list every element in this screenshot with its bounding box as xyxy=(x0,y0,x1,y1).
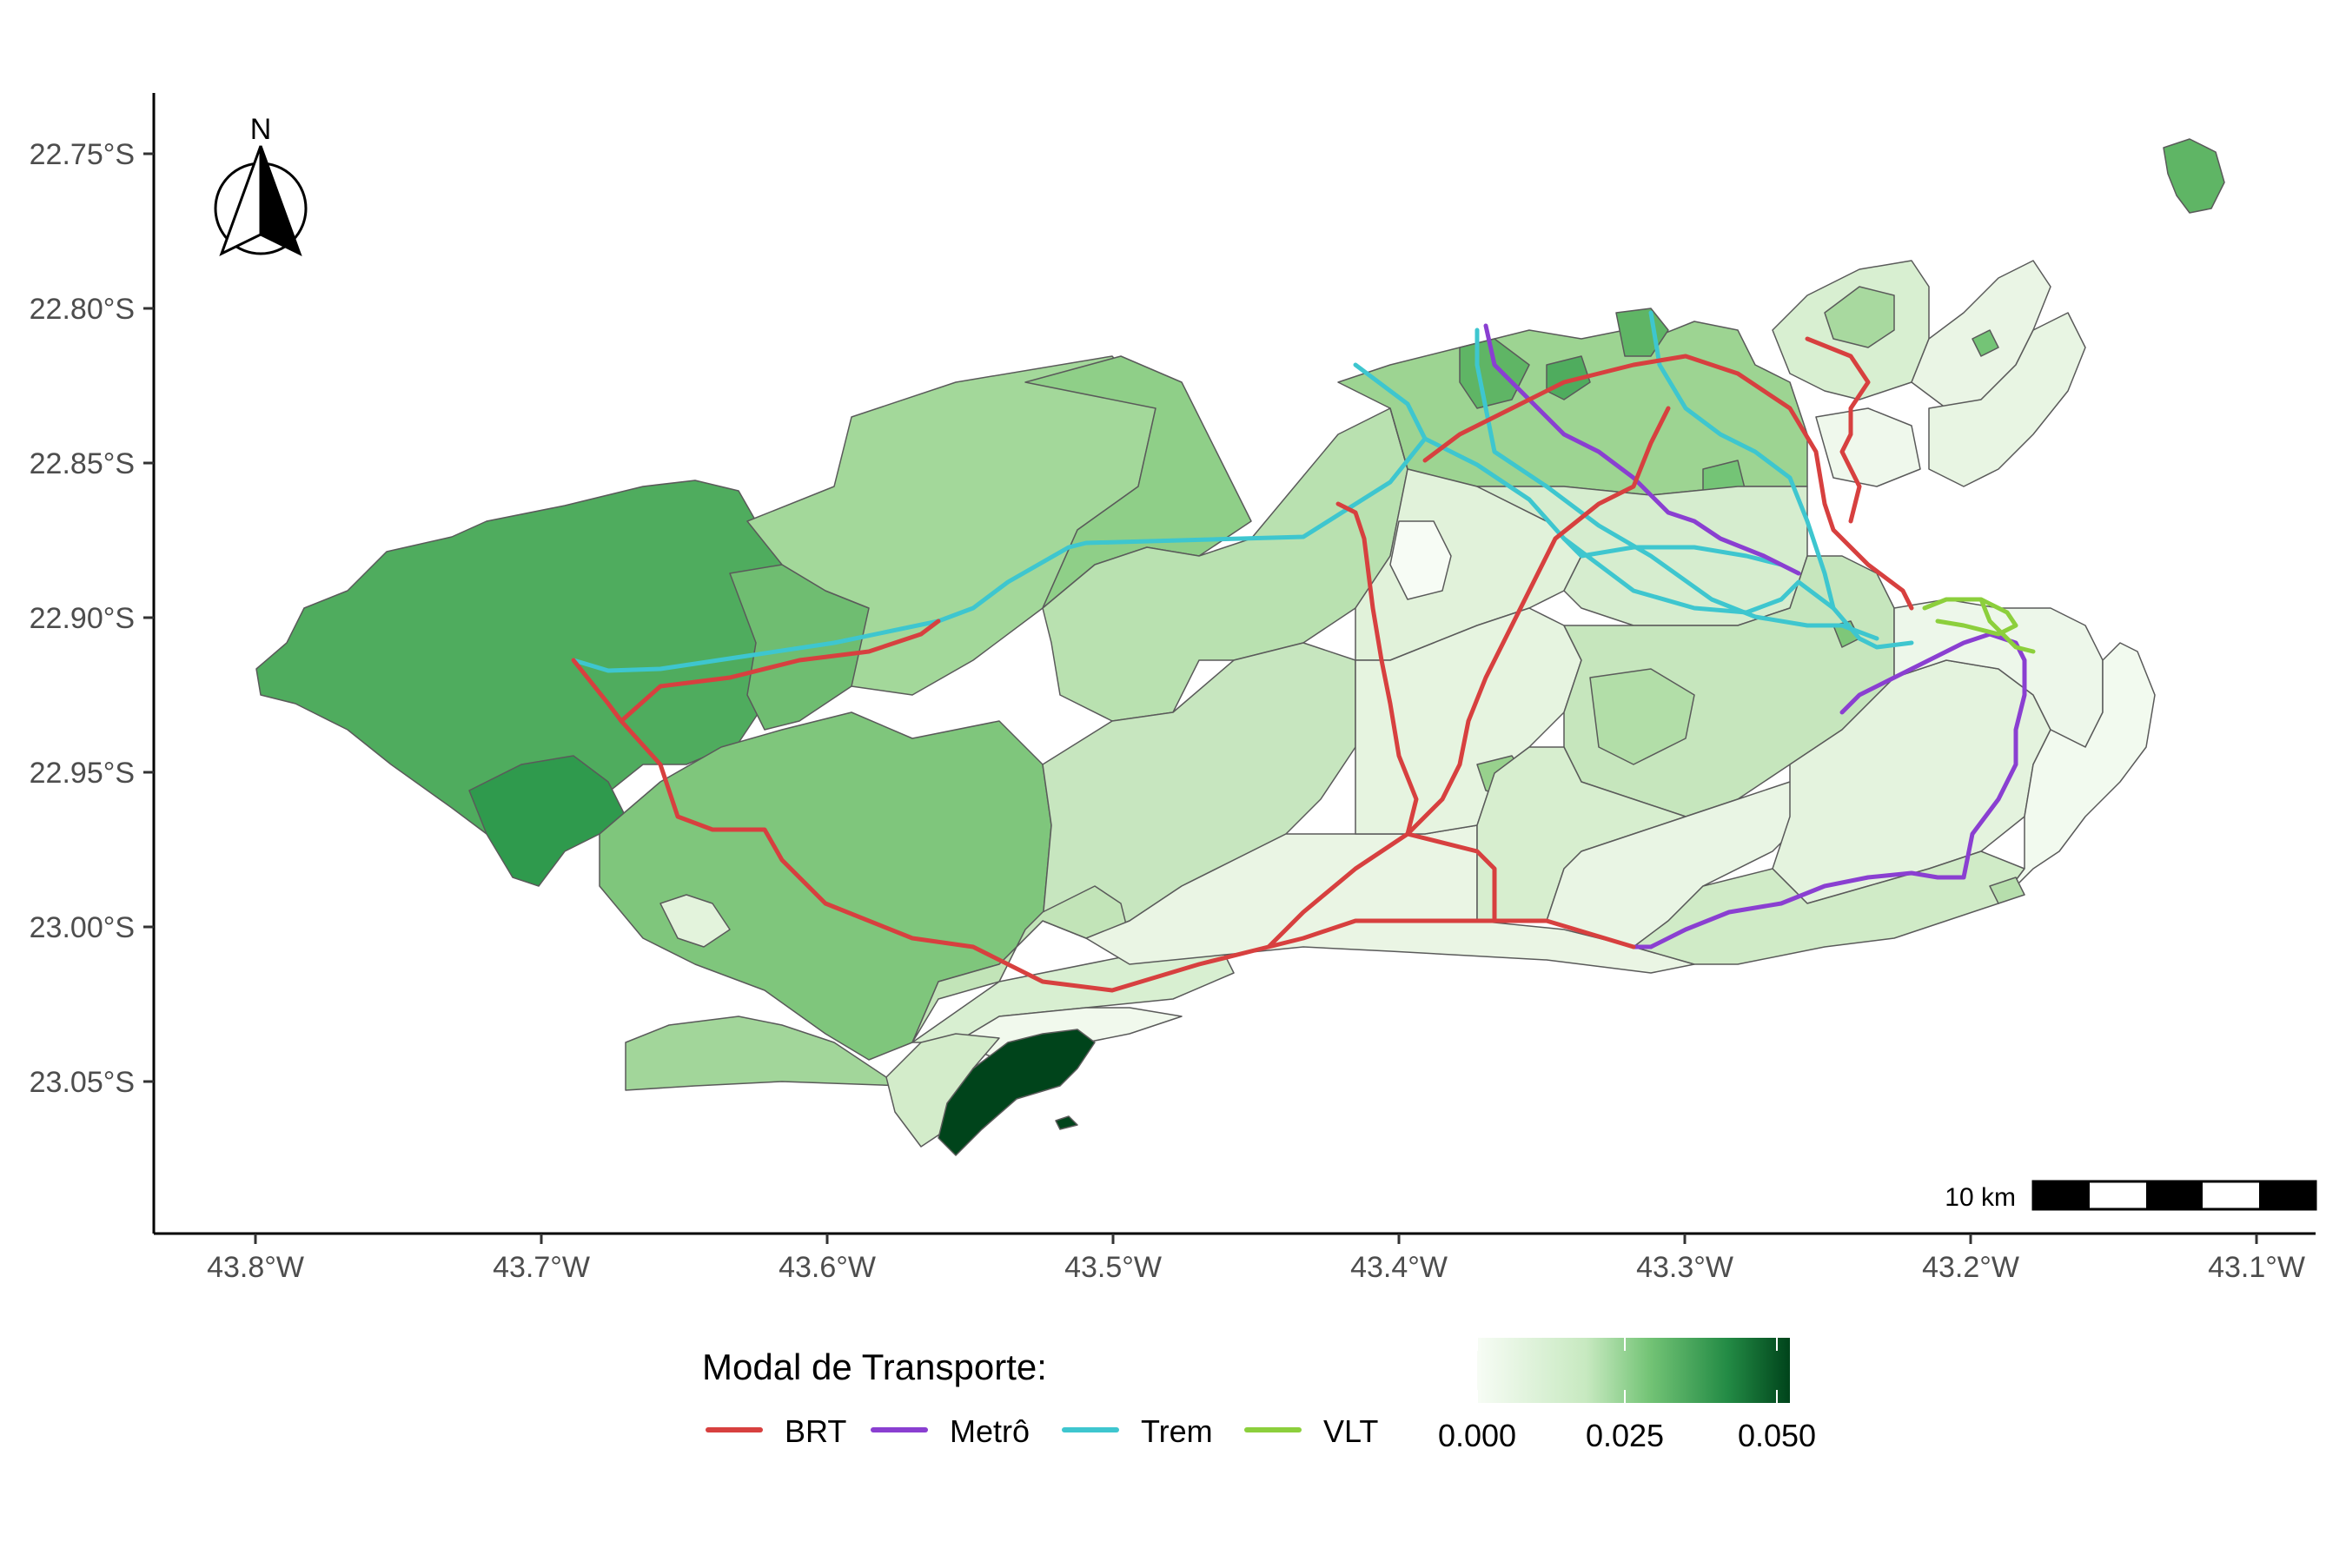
colorbar-fill xyxy=(1477,1338,1790,1403)
north-arrow: N xyxy=(214,113,308,256)
region-north-d xyxy=(1546,355,1591,400)
north-arrow-label: N xyxy=(250,113,272,146)
region-fundao xyxy=(1815,407,1921,487)
region-south-tijuca xyxy=(1633,850,2025,965)
legend-label: Trem xyxy=(1141,1413,1213,1449)
trem-line-north-4 xyxy=(1561,536,1784,567)
y-tick-label: 22.80°S xyxy=(30,293,135,326)
metro-line-2 xyxy=(1631,632,2027,949)
x-tick-label: 43.6°W xyxy=(779,1251,876,1284)
trem-line-west xyxy=(571,362,1428,673)
x-tick-label: 43.7°W xyxy=(493,1251,590,1284)
brt-transoeste xyxy=(571,658,1636,993)
colorbar-ticks: 0.000 0.025 0.050 xyxy=(1438,1338,1816,1453)
legend-items: BRT Metrô Trem VLT xyxy=(706,1413,1378,1449)
trem-line-north-3 xyxy=(1648,310,1914,650)
scale-bar-label: 10 km xyxy=(1945,1183,2016,1212)
scale-bar-seg-1 xyxy=(2033,1181,2090,1209)
brt-transcarioca-2 xyxy=(1405,406,1671,837)
legend-label: Metrô xyxy=(950,1413,1030,1449)
y-tick-label: 22.75°S xyxy=(30,138,135,171)
y-ticks: 22.75°S 22.80°S 22.85°S 22.90°S 22.95°S 23.00… xyxy=(30,138,154,1099)
x-tick-label: 43.3°W xyxy=(1636,1251,1733,1284)
y-tick-label: 22.90°S xyxy=(30,602,135,635)
region-niteroi xyxy=(1928,312,2086,487)
region-ilha-gov-inner xyxy=(1824,286,1895,348)
scale-bar-seg-5 xyxy=(2259,1181,2316,1209)
colorbar-label: 0.050 xyxy=(1738,1418,1816,1453)
x-tick-label: 43.5°W xyxy=(1064,1251,1162,1284)
map-regions xyxy=(255,138,2225,1156)
metro-line-1 xyxy=(1483,323,1801,576)
x-tick-label: 43.1°W xyxy=(2208,1251,2305,1284)
region-east-a xyxy=(1989,877,2025,904)
legend-title: Modal de Transporte: xyxy=(702,1346,1047,1387)
trem-line-north-2 xyxy=(1475,327,1879,641)
brt-transolimpica xyxy=(1405,831,1497,923)
x-ticks: 43.8°W 43.7°W 43.6°W 43.5°W 43.4°W 43.3°W 43.2… xyxy=(207,1234,2305,1284)
scale-bar-seg-3 xyxy=(2146,1181,2203,1209)
region-barra xyxy=(1085,824,1695,974)
x-tick-label: 43.2°W xyxy=(1922,1251,2019,1284)
region-east-coast xyxy=(1998,642,2156,904)
trem-line-north-1 xyxy=(1422,436,1836,615)
y-tick-label: 23.00°S xyxy=(30,911,135,944)
region-ilha-grande-dark xyxy=(938,1029,1096,1156)
legend-label: VLT xyxy=(1323,1413,1378,1449)
y-tick-label: 23.05°S xyxy=(30,1066,135,1099)
region-islet xyxy=(1055,1115,1078,1130)
scale-bar: 10 km xyxy=(1945,1180,2317,1212)
brt-transoeste-branch xyxy=(619,619,941,724)
transport-lines xyxy=(571,310,2036,993)
vlt-line xyxy=(1922,597,2036,654)
region-paqueta xyxy=(2163,138,2225,214)
region-marambaia-tip xyxy=(659,894,731,948)
colorbar-label: 0.000 xyxy=(1438,1418,1516,1453)
north-arrow-left-half xyxy=(219,145,262,256)
map-axes: 22.75°S 22.80°S 22.85°S 22.90°S 22.95°S 23.00… xyxy=(30,93,2316,1284)
legend-label: BRT xyxy=(785,1413,846,1449)
region-north-k xyxy=(1589,668,1695,765)
region-west-recreio xyxy=(911,885,1130,1043)
region-islet-2 xyxy=(1972,329,1999,357)
legend-transport: Modal de Transporte: BRT Metrô Trem VLT xyxy=(702,1346,1378,1449)
region-north-h xyxy=(1389,520,1452,600)
colorbar: 0.000 0.025 0.050 xyxy=(1438,1338,1816,1453)
brt-transcarioca xyxy=(1266,501,1419,949)
x-tick-label: 43.4°W xyxy=(1350,1251,1448,1284)
x-tick-label: 43.8°W xyxy=(207,1251,304,1284)
brt-transbrasil xyxy=(1422,354,1914,611)
north-arrow-right-half xyxy=(259,145,302,256)
y-tick-label: 22.85°S xyxy=(30,447,135,480)
colorbar-label: 0.025 xyxy=(1586,1418,1664,1453)
y-tick-label: 22.95°S xyxy=(30,757,135,790)
brt-ilha xyxy=(1805,336,1871,524)
